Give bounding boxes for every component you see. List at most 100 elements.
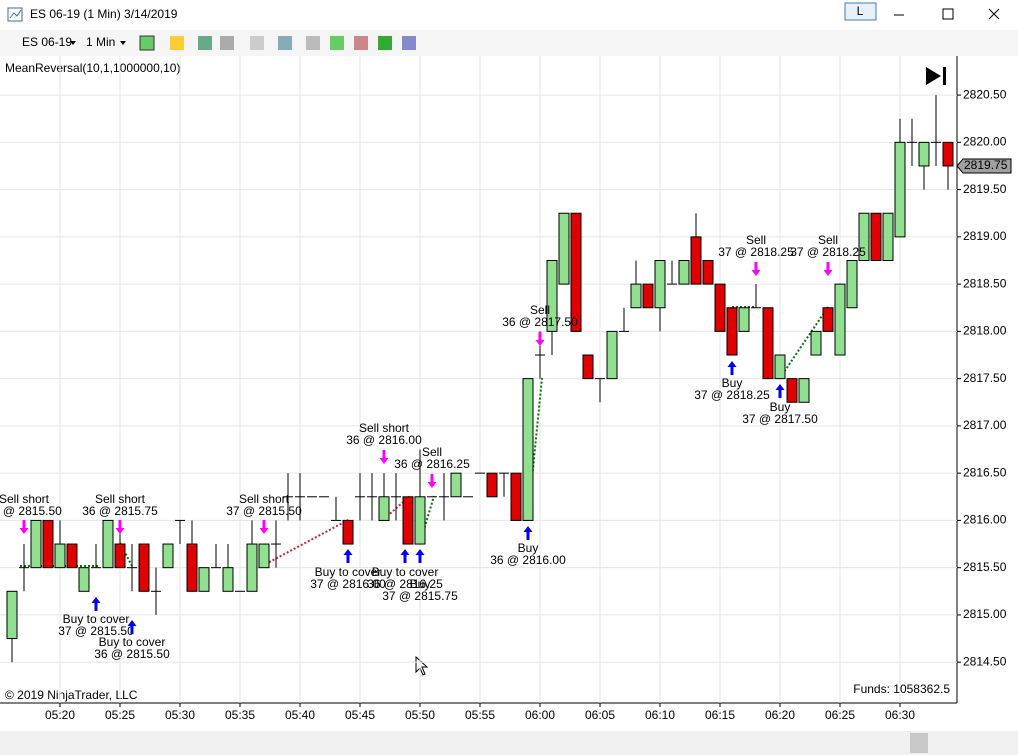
candle-body (222, 567, 234, 592)
candle-body (726, 307, 738, 356)
trade-arrow (427, 474, 437, 488)
toolbar (0, 30, 1018, 56)
last-price-label: 2819.75 (964, 158, 1008, 172)
window-title: ES 06-19 (1 Min) 3/14/2019 (30, 7, 178, 21)
trade-label: 37 @ 2815.75 (382, 589, 458, 603)
scroll-end-button[interactable] (926, 67, 946, 85)
last-price-marker (956, 158, 1012, 174)
candle-body (942, 141, 954, 167)
candle-body (678, 259, 690, 285)
candle-body (510, 472, 522, 521)
strategies-button[interactable] (378, 36, 392, 50)
x-tick-label: 05:25 (105, 708, 135, 722)
app-icon (7, 7, 23, 22)
candle-body (630, 283, 642, 309)
y-tick-label: 2819.50 (963, 182, 1007, 196)
trade-label: 36 @ 2816.25 (367, 577, 443, 591)
trade-arrow (751, 262, 761, 276)
candle-body (810, 330, 822, 356)
x-tick-label: 06:05 (585, 708, 615, 722)
x-tick-label: 05:30 (165, 708, 195, 722)
candle-body (582, 354, 594, 380)
x-tick-label: 06:30 (885, 708, 915, 722)
x-tick-label: 06:15 (705, 708, 735, 722)
trade-label: Buy to cover (99, 635, 166, 649)
trade-label: Buy (518, 541, 539, 555)
candle-body (186, 543, 198, 592)
trade-arrow (400, 549, 410, 563)
candle-body (798, 378, 810, 403)
zoom-in-button[interactable] (198, 36, 212, 50)
y-tick-label: 2815.50 (963, 560, 1007, 574)
candle-body (66, 543, 78, 569)
candle-body (450, 472, 462, 498)
trade-label: Buy (770, 400, 791, 414)
chart-style-button[interactable] (139, 35, 155, 51)
zoom-out-button[interactable] (220, 36, 234, 50)
trade-label: Buy (410, 577, 431, 591)
trade-arrow (379, 450, 389, 464)
scrollbar[interactable] (0, 731, 1018, 755)
maximize-button[interactable] (942, 8, 954, 20)
candle-body (114, 543, 126, 569)
trade-label: 36 @ 2816.00 (346, 433, 422, 447)
cursor-button[interactable] (250, 36, 264, 50)
candle-body (762, 307, 774, 380)
trade-arrow (115, 520, 125, 534)
candle-body (606, 330, 618, 380)
trade-arrow (823, 262, 833, 276)
candle-body (198, 567, 210, 592)
funds-label: Funds: 1058362.5 (853, 682, 950, 696)
trade-arrow (727, 361, 737, 375)
y-tick-label: 2820.50 (963, 87, 1007, 101)
candle-body (138, 543, 150, 592)
candle-body (738, 307, 750, 332)
plot: 2814.50 2815.00 2815.50 2816.00 2816.50 2817.… (0, 56, 1012, 722)
trade-label: 37 @ 2818.25 (718, 245, 794, 259)
trade-label: 36 @ 2816.25 (394, 457, 470, 471)
trade-label: Buy to cover (315, 565, 382, 579)
link-button[interactable] (844, 2, 877, 21)
candle-body (414, 496, 426, 545)
x-tick-label: 05:40 (285, 708, 315, 722)
trade-arrow (91, 597, 101, 611)
candle-body (378, 496, 390, 521)
y-tick-label: 2818.50 (963, 276, 1007, 290)
bar-type-button[interactable] (330, 36, 344, 50)
search-button[interactable] (278, 36, 292, 50)
candle-body (642, 283, 654, 309)
trade-label: Sell (422, 445, 442, 459)
trade-label: 36 @ 2816.00 (490, 553, 566, 567)
indicators-button[interactable] (354, 36, 368, 50)
close-button[interactable] (988, 8, 1000, 20)
candle-body (78, 567, 90, 592)
templates-button[interactable] (402, 36, 416, 50)
dropdown-arrow (70, 41, 76, 45)
trade-label: Sell short (95, 492, 146, 506)
trade-label: 36 @ 2815.50 (94, 647, 170, 661)
candle-body (918, 141, 930, 167)
link-button-label: L (857, 4, 864, 18)
candle-body (714, 283, 726, 332)
scrollbar-thumb[interactable] (910, 733, 928, 753)
x-tick-label: 05:20 (45, 708, 75, 722)
candle-body (246, 543, 258, 592)
trade-line (261, 518, 351, 567)
candle-body (546, 259, 558, 332)
interval-selector[interactable]: 1 Min (86, 35, 115, 49)
y-tick-label: 2817.00 (963, 418, 1007, 432)
y-tick-label: 2820.00 (963, 135, 1007, 149)
candle-body (894, 141, 906, 238)
instrument-selector[interactable]: ES 06-19 (22, 35, 72, 49)
trade-label: 37 @ 2818.25 (694, 388, 770, 402)
x-tick-label: 06:00 (525, 708, 555, 722)
properties-button[interactable] (306, 36, 320, 50)
candle-body (30, 519, 42, 569)
trade-arrow (127, 620, 137, 634)
trade-label: 36 @ 2817.50 (502, 315, 578, 329)
candle-body (54, 543, 66, 569)
y-tick-label: 2816.50 (963, 465, 1007, 479)
x-tick-label: 05:55 (465, 708, 495, 722)
drawing-tool-button[interactable] (170, 36, 184, 50)
trade-arrow (535, 332, 545, 346)
